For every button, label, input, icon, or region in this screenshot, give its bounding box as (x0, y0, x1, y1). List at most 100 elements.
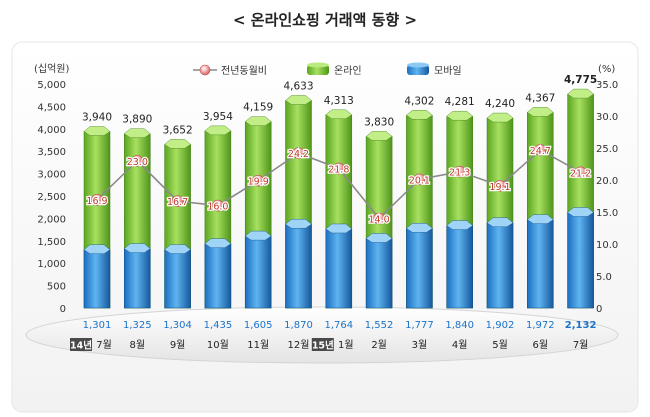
legend: 전년동월비 온라인 모바일 (193, 62, 462, 77)
mobile-bar (365, 238, 393, 309)
yoy-value-label: 14.0 (369, 214, 390, 225)
legend-bar-swatch-top (407, 62, 429, 68)
online-value-label: 4,775 (564, 74, 597, 86)
mobile-value-label: 1,902 (486, 320, 515, 331)
online-bar-top (365, 131, 393, 141)
yoy-point (91, 194, 103, 206)
online-bar-top (325, 109, 353, 119)
yoy-value-label: 24.7 (530, 146, 551, 157)
yoy-value-label: 16.0 (207, 202, 228, 213)
right-axis-tick: 0 (596, 304, 602, 315)
year-badge-label: 14년 (70, 340, 92, 352)
yoy-value-label: 19.1 (489, 182, 510, 193)
mobile-bar (567, 212, 594, 309)
right-axis-tick: 20.0 (596, 176, 618, 187)
legend-label: 모바일 (434, 65, 462, 77)
x-axis-tick: 8월 (130, 339, 146, 351)
yoy-point (212, 199, 224, 212)
x-axis-tick: 4월 (452, 339, 468, 351)
mobile-value-label: 2,132 (565, 320, 597, 331)
yoy-value-label: 16.9 (86, 196, 107, 207)
left-axis: 0 500 1,000 1,500 2,000 2,500 3,000 3,500 4,000 4… (37, 80, 66, 315)
online-value-label: 3,890 (122, 114, 152, 126)
mobile-bar-top (526, 214, 554, 224)
x-axis: 7월 8월 9월 10월 11월 12월 1월 2월 3월 4월 5월 6월 7월 14년 15년 (70, 338, 588, 352)
left-axis-tick: 5,000 (37, 80, 66, 91)
right-axis-tick: 25.0 (596, 144, 618, 155)
right-axis-tick: 35.0 (596, 80, 618, 91)
yoy-value-label: 21.2 (570, 168, 591, 179)
online-bar-top (83, 126, 111, 136)
mobile-value-label: 1,435 (204, 320, 233, 331)
mobile-bar (325, 228, 353, 309)
legend-bar-swatch-top (307, 62, 329, 68)
x-axis-tick: 5월 (492, 339, 508, 351)
mobile-bar (406, 228, 433, 309)
online-value-label: 3,940 (82, 111, 112, 123)
online-value-label: 4,281 (445, 96, 475, 108)
yoy-value-label: 20.1 (409, 175, 430, 186)
chart-floor (25, 306, 619, 364)
yoy-point (574, 166, 587, 179)
mobile-bar (527, 219, 554, 309)
yoy-point (252, 174, 265, 187)
mobile-value-label: 1,325 (123, 320, 152, 331)
yoy-point (373, 212, 385, 225)
online-bar-top (285, 95, 312, 105)
online-bar-top (244, 116, 272, 126)
mobile-bar-top (164, 244, 191, 254)
yoy-point (131, 155, 144, 167)
mobile-value-label: 1,301 (83, 320, 112, 331)
mobile-bar-top (83, 244, 111, 254)
online-value-label: 3,652 (163, 124, 193, 136)
yoy-point (332, 162, 345, 175)
online-value-label: 3,830 (364, 116, 394, 128)
mobile-bar (204, 243, 232, 309)
yoy-value-label: 19.9 (248, 177, 269, 188)
mobile-bar-top (567, 207, 594, 217)
mobile-bar (164, 249, 191, 309)
legend-bar-swatch (307, 65, 329, 75)
legend-bar-swatch (407, 65, 429, 75)
x-axis-tick: 7월 (573, 339, 589, 351)
mobile-bar (486, 222, 514, 309)
left-axis-tick: 4,000 (37, 125, 66, 136)
yoy-point (534, 144, 547, 156)
mobile-bar (244, 235, 272, 309)
mobile-bar-top (325, 223, 353, 234)
right-axis-tick: 5.0 (596, 272, 612, 283)
x-axis-tick: 11월 (247, 339, 269, 351)
x-axis-tick: 10월 (207, 339, 229, 351)
left-axis-tick: 1,500 (37, 237, 66, 248)
year-badge (311, 338, 334, 351)
online-bar-top (204, 125, 232, 136)
online-bar-top (123, 128, 151, 138)
mobile-bar-top (486, 217, 514, 227)
mobile-bar-top (406, 223, 433, 233)
yoy-point (171, 195, 184, 207)
online-value-label: 4,367 (525, 92, 555, 104)
online-value-label: 3,954 (203, 111, 233, 123)
mobile-value-label: 1,552 (365, 320, 394, 331)
mobile-bar-top (365, 233, 393, 243)
left-axis-tick: 3,000 (37, 170, 66, 181)
mobile-bar (446, 225, 473, 309)
mobile-bar-top (446, 220, 474, 230)
mobile-value-label: 1,777 (405, 320, 434, 331)
yoy-value-label: 16.7 (167, 197, 188, 208)
mobile-value-label: 1,304 (163, 320, 192, 331)
x-axis-tick: 9월 (170, 339, 186, 351)
legend-label: 온라인 (334, 65, 362, 77)
online-bar-top (406, 110, 433, 120)
online-bar-top (164, 139, 191, 149)
right-axis: 0 5.0 10.0 15.0 20.0 25.0 30.0 35.0 (596, 80, 618, 315)
online-value-label: 4,313 (324, 95, 354, 107)
left-axis-tick: 0 (60, 304, 66, 315)
left-axis-tick: 500 (47, 282, 66, 293)
chart-title: < 온라인쇼핑 거래액 동향 > (233, 11, 417, 29)
right-axis-tick: 15.0 (596, 208, 618, 219)
mobile-bar (285, 223, 312, 309)
mobile-bar (124, 248, 151, 309)
online-bar-top (486, 112, 514, 123)
